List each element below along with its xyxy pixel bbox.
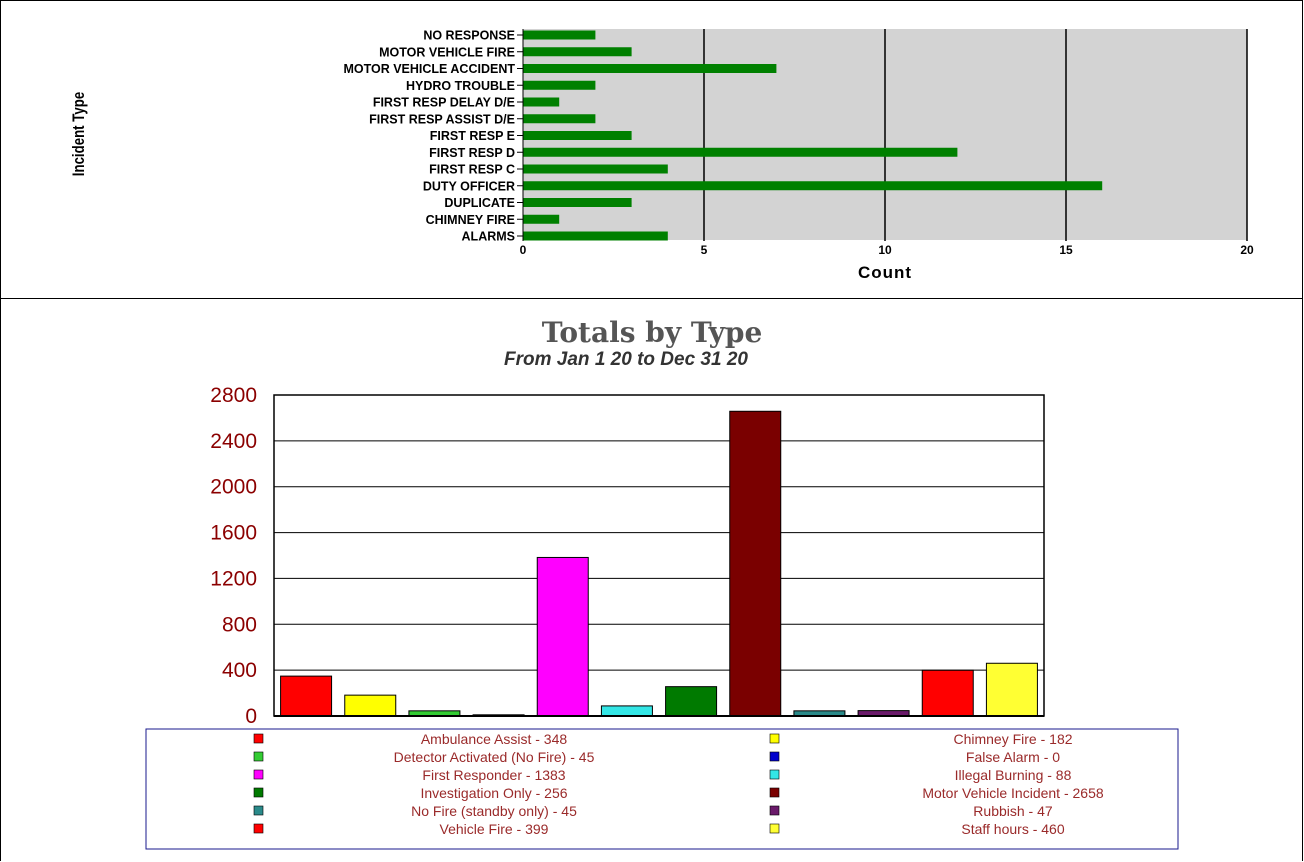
legend-label: No Fire (standby only) - 45 bbox=[411, 803, 577, 819]
y-tick-label: 2000 bbox=[210, 476, 257, 499]
bar bbox=[600, 705, 653, 717]
bar bbox=[523, 164, 668, 174]
legend-label: Investigation Only - 256 bbox=[420, 785, 567, 801]
legend-label: Vehicle Fire - 399 bbox=[440, 821, 549, 837]
bar bbox=[985, 662, 1038, 717]
category-label: HYDRO TROUBLE bbox=[406, 79, 515, 93]
legend-swatch bbox=[769, 733, 780, 744]
legend-label: Ambulance Assist - 348 bbox=[421, 731, 568, 747]
plot-area bbox=[273, 394, 1045, 717]
category-label: CHIMNEY FIRE bbox=[426, 213, 515, 227]
y-tick-label: 1600 bbox=[210, 522, 257, 545]
y-tick-label: 2800 bbox=[210, 384, 257, 407]
y-tick-label: 1200 bbox=[210, 567, 257, 590]
bar bbox=[536, 556, 589, 717]
legend-label: Detector Activated (No Fire) - 45 bbox=[394, 749, 595, 765]
legend-swatch bbox=[769, 787, 780, 798]
legend-label: Rubbish - 47 bbox=[973, 803, 1053, 819]
bar bbox=[523, 114, 596, 124]
bar bbox=[523, 198, 632, 207]
legend-label: Motor Vehicle Incident - 2658 bbox=[922, 785, 1104, 801]
bar bbox=[523, 131, 632, 140]
legend-swatch bbox=[769, 769, 780, 780]
category-label: FIRST RESP ASSIST D/E bbox=[369, 112, 515, 126]
category-label: DUPLICATE bbox=[444, 196, 515, 210]
legend-label: False Alarm - 0 bbox=[966, 749, 1060, 765]
legend-label: Staff hours - 460 bbox=[961, 821, 1064, 837]
legend-label: First Responder - 1383 bbox=[422, 767, 565, 783]
category-label: ALARMS bbox=[462, 230, 515, 244]
bar bbox=[729, 410, 782, 717]
totals-by-type-chart: Totals by Type From Jan 1 20 to Dec 31 2… bbox=[145, 316, 1179, 850]
bar bbox=[921, 669, 974, 717]
chart-subtitle: From Jan 1 20 to Dec 31 20 bbox=[504, 349, 748, 370]
x-axis-label: Count bbox=[858, 263, 912, 282]
legend-swatch bbox=[253, 805, 264, 816]
category-label: DUTY OFFICER bbox=[423, 179, 515, 193]
category-label: FIRST RESP D bbox=[429, 146, 515, 160]
bar bbox=[344, 694, 397, 717]
x-tick-label: 15 bbox=[1059, 243, 1073, 257]
bar bbox=[523, 30, 596, 40]
category-label: MOTOR VEHICLE ACCIDENT bbox=[343, 62, 515, 76]
bar bbox=[523, 97, 560, 107]
category-label: MOTOR VEHICLE FIRE bbox=[379, 45, 515, 59]
chart-title: Totals by Type bbox=[542, 316, 763, 349]
totals-by-type-chart-panel: Totals by Type From Jan 1 20 to Dec 31 2… bbox=[0, 298, 1303, 861]
legend-swatch bbox=[253, 769, 264, 780]
bar bbox=[523, 80, 596, 90]
y-tick-label: 0 bbox=[245, 705, 257, 728]
x-tick-label: 0 bbox=[520, 243, 527, 257]
legend-swatch bbox=[253, 823, 264, 834]
bar bbox=[280, 675, 333, 717]
bar bbox=[523, 47, 632, 57]
category-label: FIRST RESP DELAY D/E bbox=[373, 96, 515, 110]
category-label: NO RESPONSE bbox=[423, 29, 515, 43]
x-tick-label: 20 bbox=[1240, 243, 1254, 257]
incident-type-chart-panel: NO RESPONSE MOTOR VEHICLE FIRE MOTOR VEHIC… bbox=[0, 0, 1303, 299]
legend-swatch bbox=[253, 751, 264, 762]
bar bbox=[665, 686, 718, 717]
incident-type-chart: NO RESPONSE MOTOR VEHICLE FIRE MOTOR VEHIC… bbox=[70, 29, 1254, 283]
category-label: FIRST RESP C bbox=[429, 163, 515, 177]
legend-box bbox=[145, 728, 1179, 850]
category-label: FIRST RESP E bbox=[430, 129, 515, 143]
y-axis-label: Incident Type bbox=[70, 92, 89, 176]
y-tick-label: 800 bbox=[222, 613, 257, 636]
x-tick-label: 10 bbox=[878, 243, 892, 257]
legend-label: Illegal Burning - 88 bbox=[955, 767, 1072, 783]
y-tick-label: 400 bbox=[222, 659, 257, 682]
legend-swatch bbox=[769, 823, 780, 834]
bar bbox=[523, 231, 668, 241]
legend-swatch bbox=[769, 751, 780, 762]
x-tick-label: 5 bbox=[701, 243, 708, 257]
bar bbox=[523, 64, 777, 73]
legend-swatch bbox=[253, 733, 264, 744]
y-tick-label: 2400 bbox=[210, 430, 257, 453]
legend-swatch bbox=[253, 787, 264, 798]
bar bbox=[523, 147, 958, 157]
legend-swatch bbox=[769, 805, 780, 816]
legend-label: Chimney Fire - 182 bbox=[953, 731, 1072, 747]
bar bbox=[523, 181, 1103, 191]
bar bbox=[523, 214, 560, 224]
